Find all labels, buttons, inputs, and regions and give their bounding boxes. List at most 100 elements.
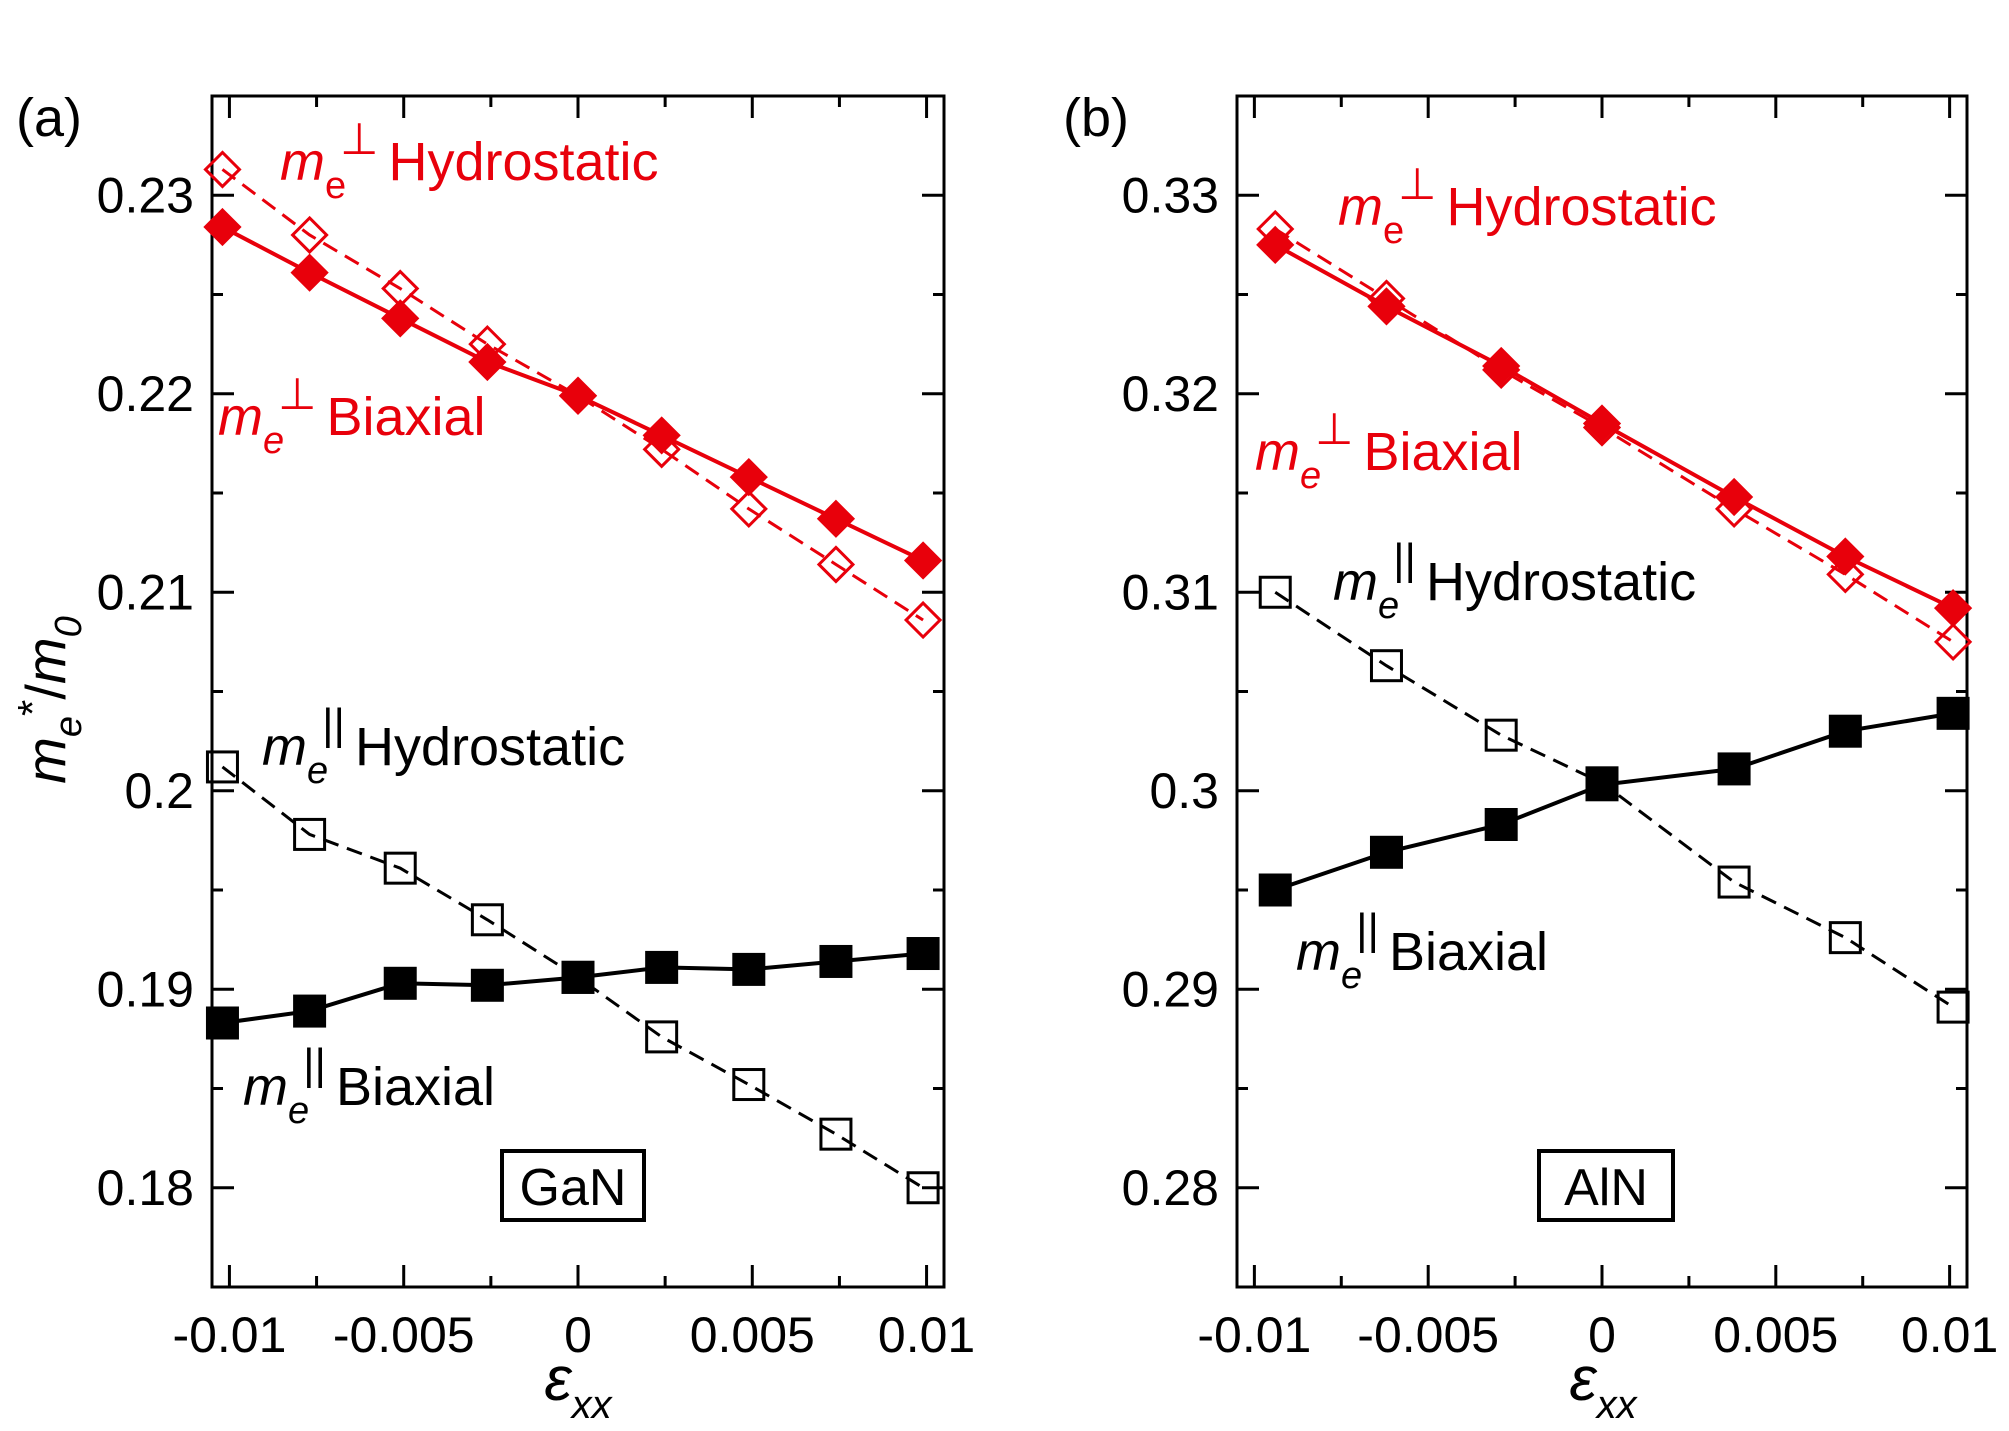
x-tick-label: 0.01 (878, 1307, 975, 1363)
y-tick-label: 0.22 (97, 366, 194, 422)
series-label-text: Biaxial (326, 387, 485, 447)
series-label-subscript: e (1383, 210, 1404, 252)
series-label-text: Biaxial (336, 1057, 495, 1117)
series-label-symbol: m (280, 132, 325, 192)
series-label-superscript: || (303, 1040, 326, 1089)
series-label-text: Hydrostatic (1446, 177, 1716, 237)
series-label: me⊥ Hydrostatic (280, 115, 659, 207)
series-label-subscript: e (325, 165, 346, 207)
y-axis-label-part: e (48, 716, 90, 737)
series-label-subscript: e (1378, 585, 1399, 627)
x-tick-label: -0.01 (172, 1307, 286, 1363)
series-label-symbol: m (1296, 922, 1341, 982)
data-point (203, 207, 242, 247)
x-tick-label: -0.01 (1197, 1307, 1311, 1363)
series-label-subscript: e (1300, 455, 1321, 497)
data-point (290, 215, 329, 255)
data-point (205, 1006, 239, 1040)
material-label: AlN (1564, 1159, 1648, 1217)
data-point (470, 968, 504, 1002)
y-tick-label: 0.33 (1122, 167, 1219, 223)
series-par_biax (205, 937, 940, 1040)
data-point (1482, 346, 1521, 386)
panel-label: (a) (16, 88, 82, 148)
data-point (729, 457, 768, 497)
x-axis-label-symbol: ε (544, 1345, 572, 1414)
data-point (906, 1171, 940, 1205)
y-tick-label: 0.29 (1122, 961, 1219, 1017)
data-point (561, 960, 595, 994)
data-point (381, 299, 420, 338)
data-point (816, 499, 856, 538)
data-point (1369, 649, 1403, 683)
data-point (903, 600, 943, 640)
data-point (203, 150, 242, 189)
x-tick-label: 0 (1588, 1307, 1616, 1363)
series-label-symbol: m (262, 717, 307, 777)
data-point (293, 817, 327, 851)
series-label-superscript: || (1393, 535, 1416, 584)
data-point (1484, 718, 1518, 752)
material-box (1537, 1149, 1675, 1222)
panel-label: (b) (1063, 88, 1129, 148)
y-tick-label: 0.19 (97, 961, 194, 1017)
y-axis-label-part: / (14, 684, 77, 700)
series-label-text: Hydrostatic (388, 132, 658, 192)
y-axis-label-part: 0 (48, 616, 90, 637)
data-point (1936, 696, 1970, 730)
data-point (383, 851, 417, 885)
series-label-text: Biaxial (1363, 422, 1522, 482)
data-point (1826, 537, 1865, 576)
series-label-subscript: e (307, 750, 328, 792)
y-tick-label: 0.18 (97, 1160, 194, 1216)
series-label-symbol: m (1255, 422, 1300, 482)
y-axis-label-part: m (14, 737, 77, 784)
data-point (819, 944, 853, 978)
data-point (205, 750, 239, 784)
y-tick-label: 0.23 (97, 167, 194, 223)
data-point (729, 489, 768, 529)
data-point (293, 994, 327, 1028)
series-label: me⊥ Biaxial (1255, 405, 1523, 497)
series-label: me|| Biaxial (1296, 905, 1548, 997)
y-axis-label-part: * (9, 700, 56, 716)
x-axis-label-subscript: xx (1595, 1383, 1639, 1427)
data-point (1585, 768, 1619, 802)
x-tick-label: 0.005 (690, 1307, 815, 1363)
series-label-text: Hydrostatic (1426, 552, 1696, 612)
data-point (1933, 589, 1973, 628)
y-tick-label: 0.2 (124, 763, 194, 819)
series-perp_biax (203, 207, 943, 580)
data-point (290, 253, 329, 292)
data-point (1714, 477, 1754, 517)
x-tick-label: 0.005 (1713, 1307, 1838, 1363)
series-label: me|| Hydrostatic (262, 700, 625, 792)
data-point (1828, 921, 1862, 955)
data-point (1828, 714, 1862, 748)
series-label-subscript: e (1341, 955, 1362, 997)
series-label-subscript: e (288, 1090, 309, 1132)
data-point (1936, 990, 1970, 1024)
x-tick-label: 0.01 (1901, 1307, 1998, 1363)
data-point (1258, 873, 1292, 907)
series-par_biax (1258, 696, 1970, 907)
data-point (1484, 807, 1518, 841)
data-point (642, 430, 681, 469)
x-axis-label: εxx (544, 1345, 613, 1427)
data-point (906, 937, 940, 971)
data-point (383, 966, 417, 1000)
series-label-symbol: m (1333, 552, 1378, 612)
y-axis-label: me*/m0 (9, 616, 90, 784)
series-label: me⊥ Biaxial (218, 370, 486, 462)
y-tick-label: 0.28 (1122, 1160, 1219, 1216)
data-point (1367, 287, 1406, 326)
data-point (732, 952, 766, 986)
x-axis-label-subscript: xx (570, 1383, 614, 1427)
data-point (816, 545, 856, 584)
series-label-symbol: m (1338, 177, 1383, 237)
data-point (1826, 555, 1865, 594)
series-label-superscript: ⊥ (1398, 160, 1436, 209)
data-point (903, 541, 943, 580)
data-point (470, 903, 504, 937)
